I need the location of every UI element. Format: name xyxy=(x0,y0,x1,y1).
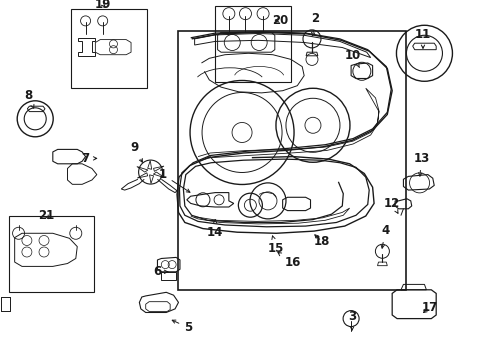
Text: 18: 18 xyxy=(313,235,329,248)
Text: 12: 12 xyxy=(383,197,400,213)
Bar xyxy=(1,297,10,311)
Text: 8: 8 xyxy=(24,89,34,108)
Bar xyxy=(71,9,146,88)
Text: 9: 9 xyxy=(130,141,142,162)
Bar xyxy=(1,297,10,311)
Text: 3: 3 xyxy=(347,310,355,330)
Text: 16: 16 xyxy=(277,252,300,269)
Text: 2: 2 xyxy=(311,12,319,36)
Bar xyxy=(215,6,290,82)
Text: 11: 11 xyxy=(414,28,430,48)
Bar xyxy=(178,31,405,290)
Bar xyxy=(1,297,10,311)
Text: 20: 20 xyxy=(272,14,288,27)
Text: 17: 17 xyxy=(420,301,437,314)
Text: 7: 7 xyxy=(81,152,97,165)
Text: 19: 19 xyxy=(94,0,111,11)
Text: 15: 15 xyxy=(267,236,284,255)
Text: 4: 4 xyxy=(380,224,388,248)
Text: 21: 21 xyxy=(38,209,55,222)
Text: 10: 10 xyxy=(344,49,361,68)
Text: 13: 13 xyxy=(412,152,429,176)
Text: 5: 5 xyxy=(172,320,192,334)
Bar xyxy=(9,216,94,292)
Text: 1: 1 xyxy=(159,168,189,192)
Text: 6: 6 xyxy=(153,265,167,278)
Text: 14: 14 xyxy=(206,220,223,239)
